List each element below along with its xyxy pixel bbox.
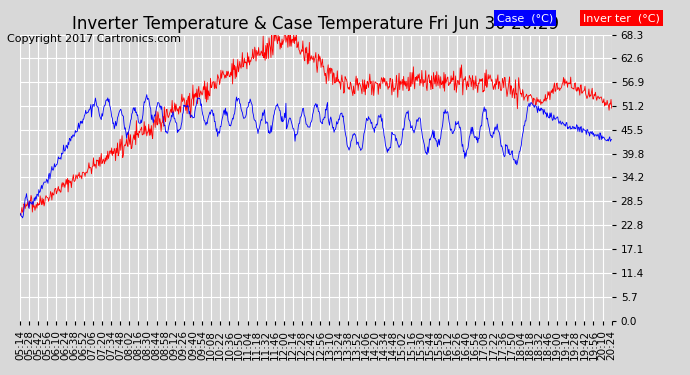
Title: Inverter Temperature & Case Temperature Fri Jun 30 20:29: Inverter Temperature & Case Temperature … — [72, 15, 560, 33]
Text: Inver ter  (°C): Inver ter (°C) — [583, 13, 660, 23]
Text: Case  (°C): Case (°C) — [497, 13, 553, 23]
Text: Copyright 2017 Cartronics.com: Copyright 2017 Cartronics.com — [7, 34, 181, 44]
